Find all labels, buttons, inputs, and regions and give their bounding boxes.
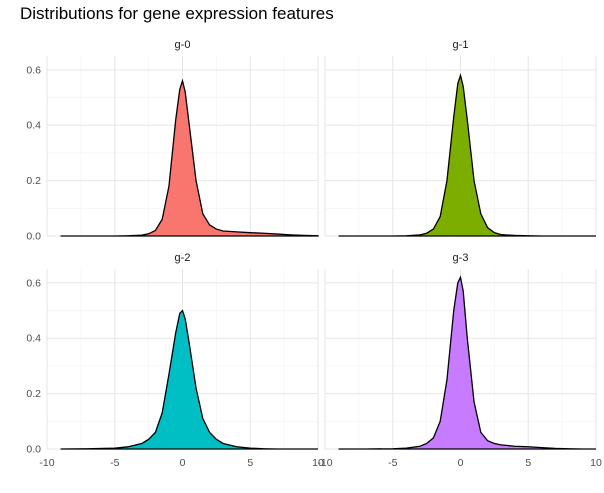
facet-panel-g-0: g-0 0.0 0.2 0.4 0.6 bbox=[26, 39, 319, 243]
x-tick-label: -10 bbox=[39, 457, 54, 469]
facet-panel-g-3: g-3 -10 -5 0 5 10 bbox=[317, 252, 602, 469]
density-area-g-3 bbox=[338, 275, 596, 450]
facet-panel-g-1: g-1 bbox=[324, 39, 597, 237]
facet-label-g-3: g-3 bbox=[453, 252, 469, 264]
x-tick-label: 5 bbox=[247, 457, 253, 469]
y-tick-label: 0.0 bbox=[26, 444, 41, 456]
x-tick-label: 5 bbox=[525, 457, 531, 469]
facet-label-g-2: g-2 bbox=[175, 252, 191, 264]
chart-title: Distributions for gene expression featur… bbox=[20, 4, 334, 23]
density-area-g-1 bbox=[338, 73, 596, 237]
x-tick-label: 0 bbox=[458, 457, 464, 469]
x-tick-label: 0 bbox=[180, 457, 186, 469]
density-area-g-2 bbox=[60, 309, 318, 450]
y-tick-label: 0.2 bbox=[26, 388, 41, 400]
y-tick-label: 0.6 bbox=[26, 277, 41, 289]
y-tick-label: 0.4 bbox=[26, 120, 41, 132]
x-tick-label: 10 bbox=[312, 457, 324, 469]
x-tick-label: 10 bbox=[590, 457, 602, 469]
y-tick-label: 0.2 bbox=[26, 175, 41, 187]
facet-label-g-0: g-0 bbox=[175, 39, 191, 51]
facet-label-g-1: g-1 bbox=[453, 39, 469, 51]
y-tick-label: 0.0 bbox=[26, 231, 41, 243]
x-tick-label: -5 bbox=[388, 457, 397, 469]
facet-panel-g-2: g-2 0.0 0.2 0.4 0.6 -10 -5 0 5 10 bbox=[26, 252, 324, 469]
y-tick-label: 0.6 bbox=[26, 64, 41, 76]
x-tick-label: -5 bbox=[110, 457, 119, 469]
y-tick-label: 0.4 bbox=[26, 333, 41, 345]
x-tick-label: -10 bbox=[317, 457, 332, 469]
density-area-g-0 bbox=[60, 78, 319, 237]
